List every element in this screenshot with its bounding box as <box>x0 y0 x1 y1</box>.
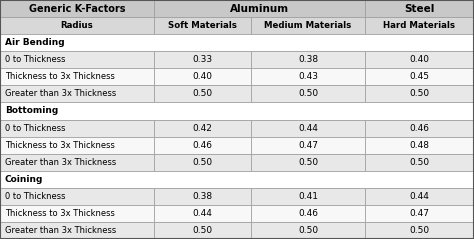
Bar <box>251 154 365 171</box>
Bar <box>365 120 474 136</box>
Text: 0.50: 0.50 <box>192 226 213 235</box>
Bar <box>251 222 365 239</box>
Bar <box>251 205 365 222</box>
Text: 0 to Thickness: 0 to Thickness <box>5 124 65 133</box>
Bar <box>365 222 474 239</box>
Text: 0.50: 0.50 <box>410 158 429 167</box>
Text: 0.47: 0.47 <box>298 141 318 150</box>
Bar <box>0 136 154 154</box>
Text: 0.42: 0.42 <box>193 124 212 133</box>
Text: 0.40: 0.40 <box>192 72 213 81</box>
Bar <box>0 68 154 85</box>
Bar <box>0 222 154 239</box>
Text: 0.44: 0.44 <box>410 192 429 201</box>
Text: Bottoming: Bottoming <box>5 106 58 115</box>
Text: 0.41: 0.41 <box>298 192 318 201</box>
Text: 0.38: 0.38 <box>298 55 318 64</box>
Text: 0.47: 0.47 <box>410 209 429 218</box>
Bar <box>365 154 474 171</box>
Bar <box>154 0 365 17</box>
Text: Thickness to 3x Thickness: Thickness to 3x Thickness <box>5 72 115 81</box>
Bar <box>154 51 251 68</box>
Bar <box>365 188 474 205</box>
Bar <box>154 154 251 171</box>
Text: Hard Materials: Hard Materials <box>383 21 456 30</box>
Text: Soft Materials: Soft Materials <box>168 21 237 30</box>
Text: 0.50: 0.50 <box>298 226 318 235</box>
Text: Steel: Steel <box>404 4 435 14</box>
Text: Greater than 3x Thickness: Greater than 3x Thickness <box>5 226 116 235</box>
Text: Air Bending: Air Bending <box>5 38 64 47</box>
Text: 0.48: 0.48 <box>410 141 429 150</box>
Bar <box>0 171 474 188</box>
Text: 0.50: 0.50 <box>192 89 213 98</box>
Bar <box>365 0 474 17</box>
Text: 0.43: 0.43 <box>298 72 318 81</box>
Text: Coining: Coining <box>5 175 43 184</box>
Bar <box>251 85 365 103</box>
Text: 0.50: 0.50 <box>410 89 429 98</box>
Bar <box>154 17 251 34</box>
Bar <box>0 85 154 103</box>
Text: 0.33: 0.33 <box>192 55 213 64</box>
Bar <box>154 188 251 205</box>
Text: 0.38: 0.38 <box>192 192 213 201</box>
Bar <box>0 17 154 34</box>
Text: Medium Materials: Medium Materials <box>264 21 352 30</box>
Bar <box>365 205 474 222</box>
Bar <box>154 205 251 222</box>
Text: 0.50: 0.50 <box>410 226 429 235</box>
Text: 0.44: 0.44 <box>193 209 212 218</box>
Bar <box>0 205 154 222</box>
Bar <box>154 68 251 85</box>
Text: Greater than 3x Thickness: Greater than 3x Thickness <box>5 158 116 167</box>
Bar <box>251 188 365 205</box>
Bar <box>251 68 365 85</box>
Text: Thickness to 3x Thickness: Thickness to 3x Thickness <box>5 141 115 150</box>
Bar <box>251 136 365 154</box>
Bar <box>154 222 251 239</box>
Text: 0.46: 0.46 <box>192 141 213 150</box>
Bar <box>0 103 474 120</box>
Bar <box>365 68 474 85</box>
Bar <box>0 154 154 171</box>
Bar <box>365 17 474 34</box>
Bar <box>154 120 251 136</box>
Text: 0.45: 0.45 <box>410 72 429 81</box>
Text: Radius: Radius <box>61 21 93 30</box>
Bar <box>251 120 365 136</box>
Text: 0.46: 0.46 <box>298 209 318 218</box>
Bar <box>0 120 154 136</box>
Text: 0 to Thickness: 0 to Thickness <box>5 192 65 201</box>
Text: 0.40: 0.40 <box>410 55 429 64</box>
Text: Aluminum: Aluminum <box>230 4 289 14</box>
Bar <box>365 51 474 68</box>
Bar <box>0 34 474 51</box>
Bar <box>251 17 365 34</box>
Text: Thickness to 3x Thickness: Thickness to 3x Thickness <box>5 209 115 218</box>
Text: 0.44: 0.44 <box>298 124 318 133</box>
Bar <box>0 51 154 68</box>
Text: 0 to Thickness: 0 to Thickness <box>5 55 65 64</box>
Bar <box>0 188 154 205</box>
Text: 0.50: 0.50 <box>192 158 213 167</box>
Bar <box>0 0 154 17</box>
Text: Generic K-Factors: Generic K-Factors <box>29 4 125 14</box>
Text: Greater than 3x Thickness: Greater than 3x Thickness <box>5 89 116 98</box>
Text: 0.50: 0.50 <box>298 158 318 167</box>
Bar <box>154 136 251 154</box>
Bar <box>365 85 474 103</box>
Text: 0.46: 0.46 <box>410 124 429 133</box>
Bar <box>251 51 365 68</box>
Bar <box>365 136 474 154</box>
Bar <box>154 85 251 103</box>
Text: 0.50: 0.50 <box>298 89 318 98</box>
